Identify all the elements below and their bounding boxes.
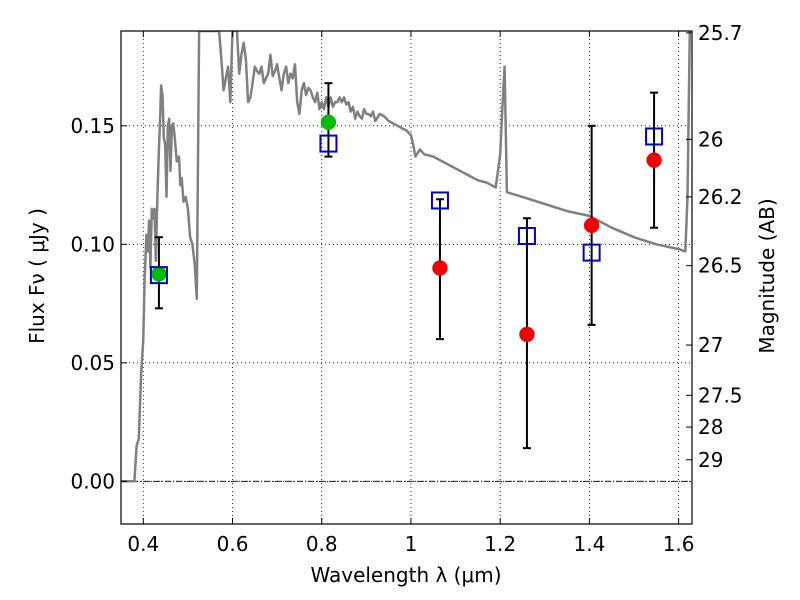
right-tick-label: 27 xyxy=(698,333,723,357)
x-tick-label: 0.6 xyxy=(217,532,249,556)
y-tick-label: 0.00 xyxy=(70,469,115,493)
right-tick-label: 27.5 xyxy=(698,383,743,407)
model-spectrum-line xyxy=(121,31,692,483)
y-axis-label: Flux Fν ( μJy ) xyxy=(25,208,49,344)
x-tick-label: 0.4 xyxy=(127,532,159,556)
data-point-circle xyxy=(320,114,337,131)
x-tick-label: 1 xyxy=(405,532,418,556)
right-tick-label: 26 xyxy=(698,127,723,151)
right-tick-label: 26.2 xyxy=(698,185,743,209)
x-tick-label: 1.4 xyxy=(573,532,605,556)
plot-background xyxy=(121,31,692,524)
right-tick-label: 25.7 xyxy=(698,21,743,45)
y-tick-label: 0.10 xyxy=(70,232,115,256)
data-point-circle xyxy=(646,152,662,168)
y-tick-label: 0.15 xyxy=(70,114,115,138)
plot-contents xyxy=(121,31,692,483)
right-tick-label: 26.5 xyxy=(698,254,743,278)
plot-border xyxy=(120,30,693,525)
x-tick-label: 0.8 xyxy=(306,532,338,556)
y-tick-label: 0.05 xyxy=(70,351,115,375)
model-point-square xyxy=(582,243,601,262)
model-point-square xyxy=(517,227,536,246)
plot-area xyxy=(121,31,692,524)
model-point-square xyxy=(319,134,338,153)
right-axis-label: Magnitude (AB) xyxy=(755,198,779,353)
y-axis-ticks: 0.00 0.05 0.10 0.15 xyxy=(70,114,127,493)
data-point-circle xyxy=(583,217,600,234)
x-axis-ticks: 0.4 0.6 0.8 1 1.2 1.4 1.6 xyxy=(127,31,695,556)
right-tick-label: 29 xyxy=(698,448,723,472)
model-point-square xyxy=(149,266,168,285)
plot-frame xyxy=(120,30,693,525)
model-point-square xyxy=(430,191,449,210)
data-point-circle xyxy=(432,260,448,276)
right-tick-label: 28 xyxy=(698,415,723,439)
x-tick-label: 1.2 xyxy=(484,532,516,556)
x-tick-label: 1.6 xyxy=(663,532,695,556)
data-point-circle xyxy=(519,326,535,343)
x-axis-label: Wavelength λ (μm) xyxy=(310,563,501,587)
data-point-circle xyxy=(151,266,167,282)
right-axis-ticks: 25.7 26 26.2 26.5 27 27.5 28 29 xyxy=(686,21,743,472)
model-point-square xyxy=(645,127,664,146)
